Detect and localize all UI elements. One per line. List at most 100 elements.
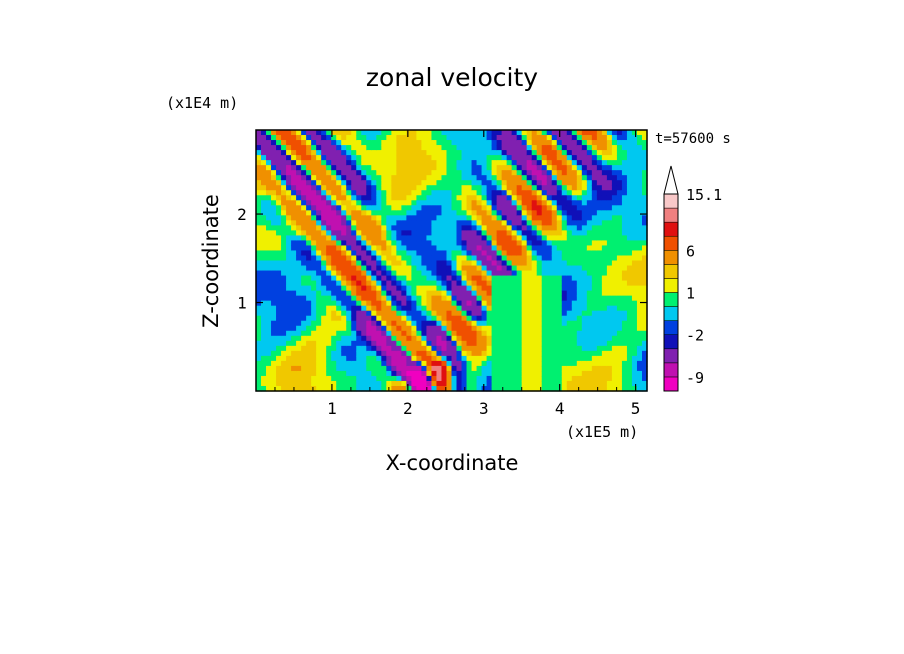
field-cell xyxy=(606,375,613,382)
field-cell xyxy=(371,255,377,262)
field-cell xyxy=(446,145,453,151)
field-cell xyxy=(406,150,412,156)
field-cell xyxy=(386,310,392,317)
field-cell xyxy=(566,360,573,367)
field-cell xyxy=(276,335,282,342)
field-cell xyxy=(611,165,618,171)
field-cell xyxy=(441,290,448,297)
field-cell xyxy=(546,355,553,362)
field-cell xyxy=(551,230,558,236)
field-cell xyxy=(641,185,648,191)
field-cell xyxy=(316,280,322,287)
field-cell xyxy=(606,210,613,216)
field-cell xyxy=(361,350,367,357)
field-cell xyxy=(276,180,282,186)
field-cell xyxy=(346,140,352,146)
field-cell xyxy=(336,275,342,282)
field-cell xyxy=(636,160,643,166)
field-cell xyxy=(396,175,402,181)
field-cell xyxy=(266,245,272,252)
field-cell xyxy=(266,315,272,322)
field-cell xyxy=(341,150,347,156)
field-cell xyxy=(606,285,613,292)
field-cell xyxy=(616,160,623,166)
field-cell xyxy=(321,265,327,272)
field-cell xyxy=(286,370,292,377)
field-cell xyxy=(456,185,463,191)
field-cell xyxy=(416,185,423,191)
field-cell xyxy=(486,145,493,151)
field-cell xyxy=(456,340,463,347)
field-cell xyxy=(536,290,543,297)
field-cell xyxy=(576,285,583,292)
field-cell xyxy=(526,240,533,247)
field-cell xyxy=(636,270,643,277)
field-cell xyxy=(316,225,322,231)
field-cell xyxy=(436,225,443,231)
field-cell xyxy=(371,350,377,357)
field-cell xyxy=(301,340,307,347)
field-cell xyxy=(556,260,563,267)
field-cell xyxy=(471,210,478,216)
field-cell xyxy=(311,295,317,302)
field-cell xyxy=(436,275,443,282)
field-cell xyxy=(316,270,322,277)
field-cell xyxy=(591,240,598,247)
field-cell xyxy=(271,165,277,171)
field-cell xyxy=(616,170,623,176)
field-cell xyxy=(296,250,302,257)
field-cell xyxy=(311,130,317,136)
field-cell xyxy=(321,235,327,242)
field-cell xyxy=(316,340,322,347)
field-cell xyxy=(426,295,433,302)
field-cell xyxy=(341,310,347,317)
field-cell xyxy=(566,380,573,387)
field-cell xyxy=(266,300,272,307)
field-cell xyxy=(351,200,357,206)
field-cell xyxy=(381,370,387,377)
field-cell xyxy=(311,265,317,272)
field-cell xyxy=(481,265,488,272)
field-cell xyxy=(406,230,412,236)
field-cell xyxy=(376,320,382,327)
field-cell xyxy=(361,305,367,312)
field-cell xyxy=(521,200,528,206)
field-cell xyxy=(401,265,407,272)
field-cell xyxy=(491,305,498,312)
field-cell xyxy=(501,215,508,221)
field-cell xyxy=(521,285,528,292)
field-cell xyxy=(266,330,272,337)
field-cell xyxy=(491,335,498,342)
field-cell xyxy=(541,255,548,262)
field-cell xyxy=(291,140,297,146)
field-cell xyxy=(281,285,287,292)
field-cell xyxy=(616,155,623,161)
field-cell xyxy=(501,130,508,136)
field-cell xyxy=(451,210,458,216)
field-cell xyxy=(291,235,297,242)
field-cell xyxy=(401,355,407,362)
field-cell xyxy=(441,225,448,231)
field-cell xyxy=(266,320,272,327)
x-tick-label: 2 xyxy=(403,399,413,418)
field-cell xyxy=(286,260,292,267)
field-cell xyxy=(516,140,523,146)
field-cell xyxy=(506,325,513,332)
field-cell xyxy=(281,345,287,352)
field-cell xyxy=(406,320,412,327)
field-cell xyxy=(451,385,458,392)
field-cell xyxy=(301,265,307,272)
field-cell xyxy=(601,180,608,186)
field-cell xyxy=(521,345,528,352)
field-cell xyxy=(591,210,598,216)
field-cell xyxy=(326,210,332,216)
field-cell xyxy=(576,205,583,211)
field-cell xyxy=(336,325,342,332)
field-cell xyxy=(506,245,513,252)
field-cell xyxy=(546,215,553,221)
field-cell xyxy=(321,275,327,282)
field-cell xyxy=(631,205,638,211)
field-cell xyxy=(361,355,367,362)
field-cell xyxy=(351,320,357,327)
field-cell xyxy=(316,260,322,267)
